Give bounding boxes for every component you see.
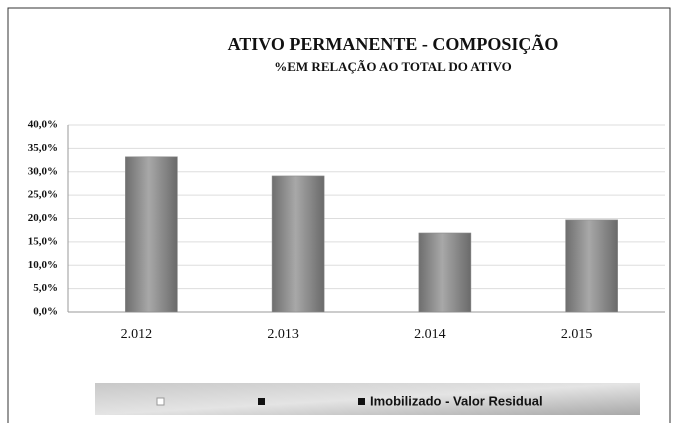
legend-label: Imobilizado - Valor Residual <box>370 393 543 408</box>
x-tick-label: 2.012 <box>121 327 153 342</box>
bar <box>565 219 618 313</box>
y-tick-label: 20,0% <box>28 212 58 224</box>
y-tick-label: 15,0% <box>28 235 58 247</box>
y-tick-label: 30,0% <box>28 165 58 177</box>
x-tick-label: 2.013 <box>267 327 299 342</box>
y-tick-label: 5,0% <box>33 282 58 294</box>
x-tick-label: 2.015 <box>561 327 593 342</box>
chart-frame <box>7 7 671 423</box>
chart-subtitle: %EM RELAÇÃO AO TOTAL DO ATIVO <box>274 59 512 74</box>
y-tick-label: 10,0% <box>28 259 58 271</box>
legend-marker-empty <box>258 398 265 405</box>
x-tick-label: 2.014 <box>414 327 446 342</box>
legend-box <box>95 383 640 415</box>
bar <box>418 232 472 313</box>
y-tick-label: 0,0% <box>33 306 58 318</box>
y-tick-label: 35,0% <box>28 142 58 154</box>
legend-marker <box>358 398 365 405</box>
chart-title: ATIVO PERMANENTE - COMPOSIÇÃO <box>228 33 559 54</box>
y-tick-label: 40,0% <box>28 119 58 131</box>
bar <box>271 175 325 313</box>
legend-marker-empty <box>156 397 165 406</box>
bar <box>125 156 178 313</box>
y-tick-label: 25,0% <box>28 189 58 201</box>
